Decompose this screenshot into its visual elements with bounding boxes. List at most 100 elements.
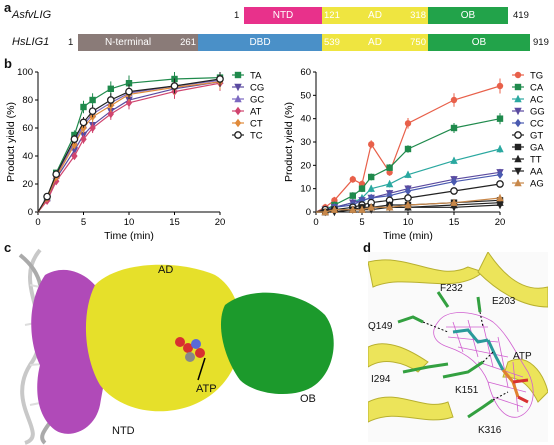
legend-marker [234,94,242,103]
chart-b-left: 0 5 10 15 20 0 20 40 60 80 100 Time (min) Product yi… [5,67,264,242]
legend-marker [514,94,522,103]
hs-domain-dbd: DBD [198,34,322,51]
y-tick-label: 20 [300,160,311,171]
data-point [404,200,412,209]
hs-ob-label: OB [471,37,487,48]
ribbon-cartoon [368,252,548,423]
x-tick-label: 5 [359,217,364,228]
data-point [107,85,114,92]
data-point [321,207,329,216]
data-point [450,156,458,164]
data-point [88,107,97,116]
data-point [368,193,375,203]
series-line-CC [315,174,501,213]
legend-label: GA [530,143,544,154]
series-line-CA [315,118,501,213]
data-point [349,205,357,213]
data-point [125,87,133,96]
legend-label: GT [530,131,543,142]
atp-pointer-line [197,357,206,381]
data-point [386,164,393,171]
asfv-protein-name: AsfvLIG [12,9,52,21]
hs-nterminal-label: N-terminal [104,37,152,48]
atp-spheres [175,337,205,362]
data-point [404,186,412,196]
data-point [358,205,366,213]
y-tick-label: 0 [28,207,33,218]
data-point [367,203,375,211]
legend-marker [514,154,522,163]
x-tick-label: 5 [81,217,86,228]
data-point [450,124,458,132]
y-tick-label: 100 [17,67,33,78]
data-point [404,120,412,127]
legend-label: CA [530,83,544,94]
data-point [125,80,133,87]
x-axis-label: Time (min) [104,230,154,242]
data-point [358,196,366,205]
y-tick-label: 20 [22,179,33,190]
legend-marker [234,131,242,139]
data-point [170,82,179,90]
atp-sticks [452,328,529,404]
label-atp-c: ATP [196,383,217,395]
y-tick-label: 10 [300,184,311,195]
x-tick-label: 0 [35,217,40,228]
hs-domain-nterminal: N-terminal 261 [78,34,198,51]
hs-dbd-label: DBD [249,37,271,48]
hs-protein-name: HsLIG1 [12,36,50,48]
y-tick-label: 60 [22,123,33,134]
data-point [106,96,115,104]
data-point [404,145,412,153]
data-point [450,198,458,206]
data-point [125,98,133,107]
legend-marker [514,143,522,151]
x-tick-label: 15 [449,217,460,228]
data-point [496,115,504,122]
legend-marker [514,71,522,79]
legend-marker [234,71,242,79]
data-point [52,170,61,179]
data-point [496,170,504,179]
hs-ad-start-num: 539 [324,37,340,48]
legend-label: AA [530,167,543,178]
asfv-ad-end-num: 318 [410,10,426,21]
series-line-CT [37,81,221,213]
residue-sticks [397,291,494,419]
data-point [368,173,375,181]
y-tick-label: 40 [300,114,311,125]
asfv-ntd-label: NTD [272,10,294,21]
data-point [349,176,356,183]
y-tick-label: 60 [300,67,311,78]
series-AG [316,193,504,216]
data-point [70,135,79,144]
data-point [450,177,458,186]
label-e203: E203 [492,296,516,307]
x-tick-label: 10 [403,217,414,228]
asfv-domain-ad: 121 AD 318 [322,7,428,24]
y-tick-label: 50 [300,90,311,101]
data-point [496,144,504,153]
active-site-image [368,252,548,442]
legend-marker [514,131,522,139]
legend-label: CT [250,119,263,130]
legend-label: CC [530,119,544,130]
series-line-AA [316,204,501,213]
x-axis-label: Time (min) [383,230,433,242]
asfv-ad-start-num: 121 [324,10,340,21]
label-k151: K151 [455,385,479,396]
label-atp-d: ATP [513,351,532,362]
legend-marker [234,83,242,92]
series-TC [37,72,224,213]
legend-label: TC [250,131,263,142]
structure-surface-image [18,248,334,445]
data-point [330,205,339,213]
label-f232: F232 [440,283,463,294]
data-point [450,204,458,212]
legend-label: AC [530,95,543,106]
panel-label-a: a [4,0,12,15]
data-point [89,96,96,104]
asfv-end-num: 419 [513,10,529,21]
y-axis-label: Product yield (%) [283,102,295,182]
hs-end-num: 919 [533,37,549,48]
